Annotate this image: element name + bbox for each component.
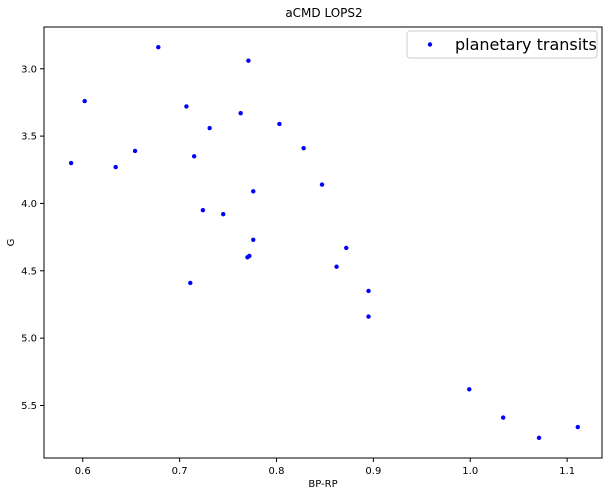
- x-axis-label: BP-RP: [308, 479, 337, 490]
- y-tick-label: 4.5: [21, 266, 37, 277]
- data-point: [82, 98, 87, 104]
- data-point: [251, 237, 256, 243]
- y-tick-label: 3.5: [21, 132, 37, 143]
- legend: planetary transits: [406, 30, 598, 59]
- plot-area: [43, 26, 603, 459]
- data-point: [238, 111, 243, 116]
- data-point: [184, 104, 189, 109]
- data-points: [68, 45, 580, 440]
- data-point: [207, 125, 212, 131]
- data-point: [500, 415, 506, 420]
- x-tick-label: 1.0: [462, 466, 478, 477]
- data-point: [68, 160, 74, 166]
- data-point: [366, 314, 371, 319]
- data-point: [251, 189, 256, 194]
- x-tick-label: 0.8: [269, 466, 285, 477]
- data-point: [301, 146, 306, 151]
- data-point: [191, 154, 197, 159]
- data-point: [246, 58, 251, 63]
- x-axis: 0.6 0.7 0.8 0.9 1.0 1.1: [75, 458, 575, 477]
- legend-label: planetary transits: [455, 35, 597, 54]
- data-point: [188, 280, 193, 286]
- y-tick-label: 3.0: [21, 64, 37, 75]
- y-tick-label: 5.5: [21, 401, 37, 412]
- chart-title: aCMD LOPS2: [285, 6, 362, 20]
- x-tick-label: 0.9: [365, 466, 381, 477]
- legend-marker: [427, 42, 433, 47]
- data-point: [334, 264, 339, 269]
- y-tick-label: 4.0: [21, 199, 37, 210]
- x-tick-label: 1.1: [559, 466, 575, 477]
- data-point: [156, 45, 161, 50]
- y-tick-label: 5.0: [21, 334, 37, 345]
- data-point: [200, 207, 206, 213]
- data-point: [113, 164, 118, 170]
- data-point: [344, 245, 349, 251]
- data-point: [245, 255, 250, 260]
- data-point: [132, 148, 138, 154]
- y-axis: 3.0 3.5 4.0 4.5 5.0 5.5: [21, 64, 44, 412]
- data-point: [575, 424, 580, 430]
- y-axis-label: G: [6, 239, 17, 247]
- legend-box: [406, 30, 598, 59]
- x-tick-label: 0.7: [172, 466, 188, 477]
- data-point: [536, 435, 542, 440]
- x-tick-label: 0.6: [75, 466, 91, 477]
- data-point: [467, 387, 472, 392]
- data-point: [221, 212, 226, 217]
- data-point: [366, 288, 371, 294]
- data-point: [319, 182, 325, 187]
- data-point: [277, 121, 282, 127]
